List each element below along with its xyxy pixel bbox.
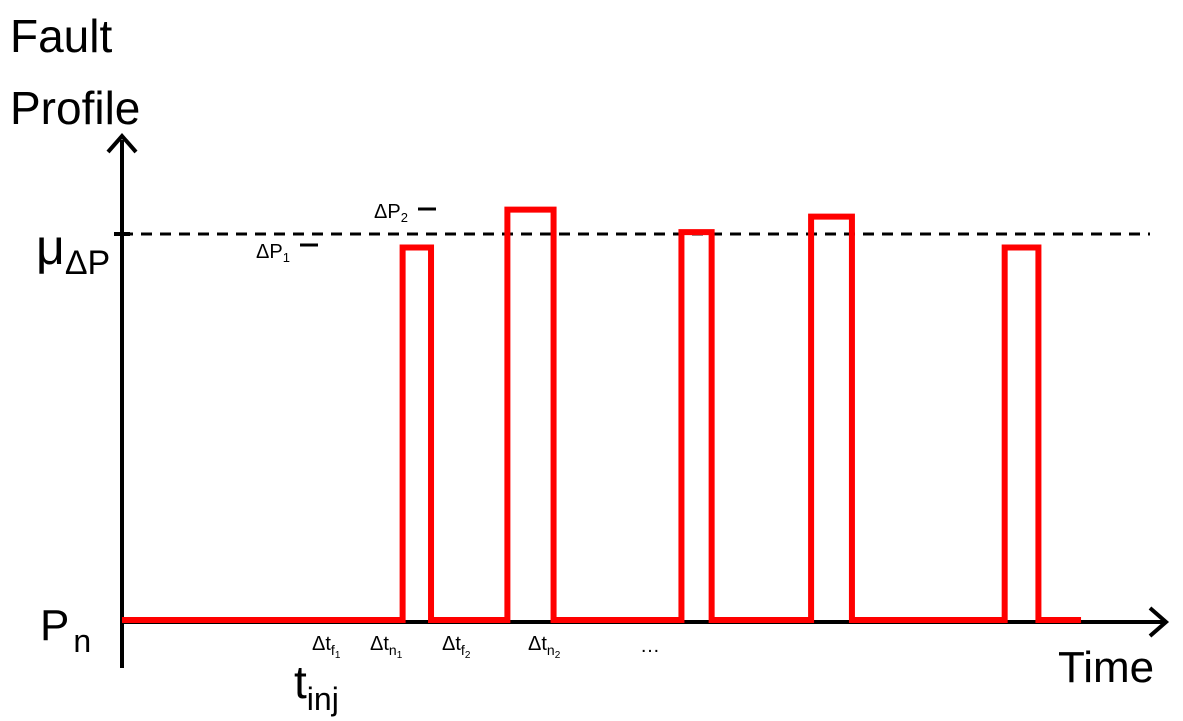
mu-subscript: ΔP [65,244,110,282]
tn2-subsub: 2 [555,650,561,661]
interval-label-tn1: Δtn1 [370,633,403,661]
y-axis-title-line2: Profile [10,82,140,134]
tf1-main: Δt [312,633,331,655]
x-axis-title: Time [1058,643,1154,692]
mu-delta-p-label: μΔP [36,219,110,282]
mu-symbol: μ [36,219,65,275]
tf1-subsub: 1 [335,650,341,661]
injection-subscript: inj [307,681,339,717]
tf1-sub: f [331,642,335,658]
baseline-symbol: P [40,601,69,650]
fault-signal-line [122,206,1082,623]
tf2-subsub: 2 [465,650,471,661]
delta-p1-sub: 1 [283,250,290,265]
delta-p2-sub: 2 [401,210,408,225]
delta-p1-main: ΔP [256,241,283,263]
interval-label-tn2: Δtn2 [528,633,561,661]
ellipsis-label: … [640,635,660,657]
interval-label-tf2: Δtf2 [442,633,471,661]
x-axis-arrowhead [1148,606,1170,638]
injection-time-label: tinj [294,656,339,717]
tf2-main: Δt [442,633,461,655]
injection-symbol: t [294,656,307,708]
delta-p1-label: ΔP1 [256,241,290,265]
tf2-sub: f [461,642,465,658]
tn1-sub: n [389,642,397,658]
tn2-sub: n [547,642,555,658]
delta-p2-main: ΔP [374,201,401,223]
tn1-main: Δt [370,633,389,655]
y-axis-title-line1: Fault [10,10,112,62]
tn1-subsub: 1 [397,650,403,661]
y-axis-arrowhead [106,132,138,154]
tn2-main: Δt [528,633,547,655]
delta-p2-label: ΔP2 [374,201,408,225]
interval-label-tf1: Δtf1 [312,633,341,661]
baseline-subscript: n [73,623,91,659]
